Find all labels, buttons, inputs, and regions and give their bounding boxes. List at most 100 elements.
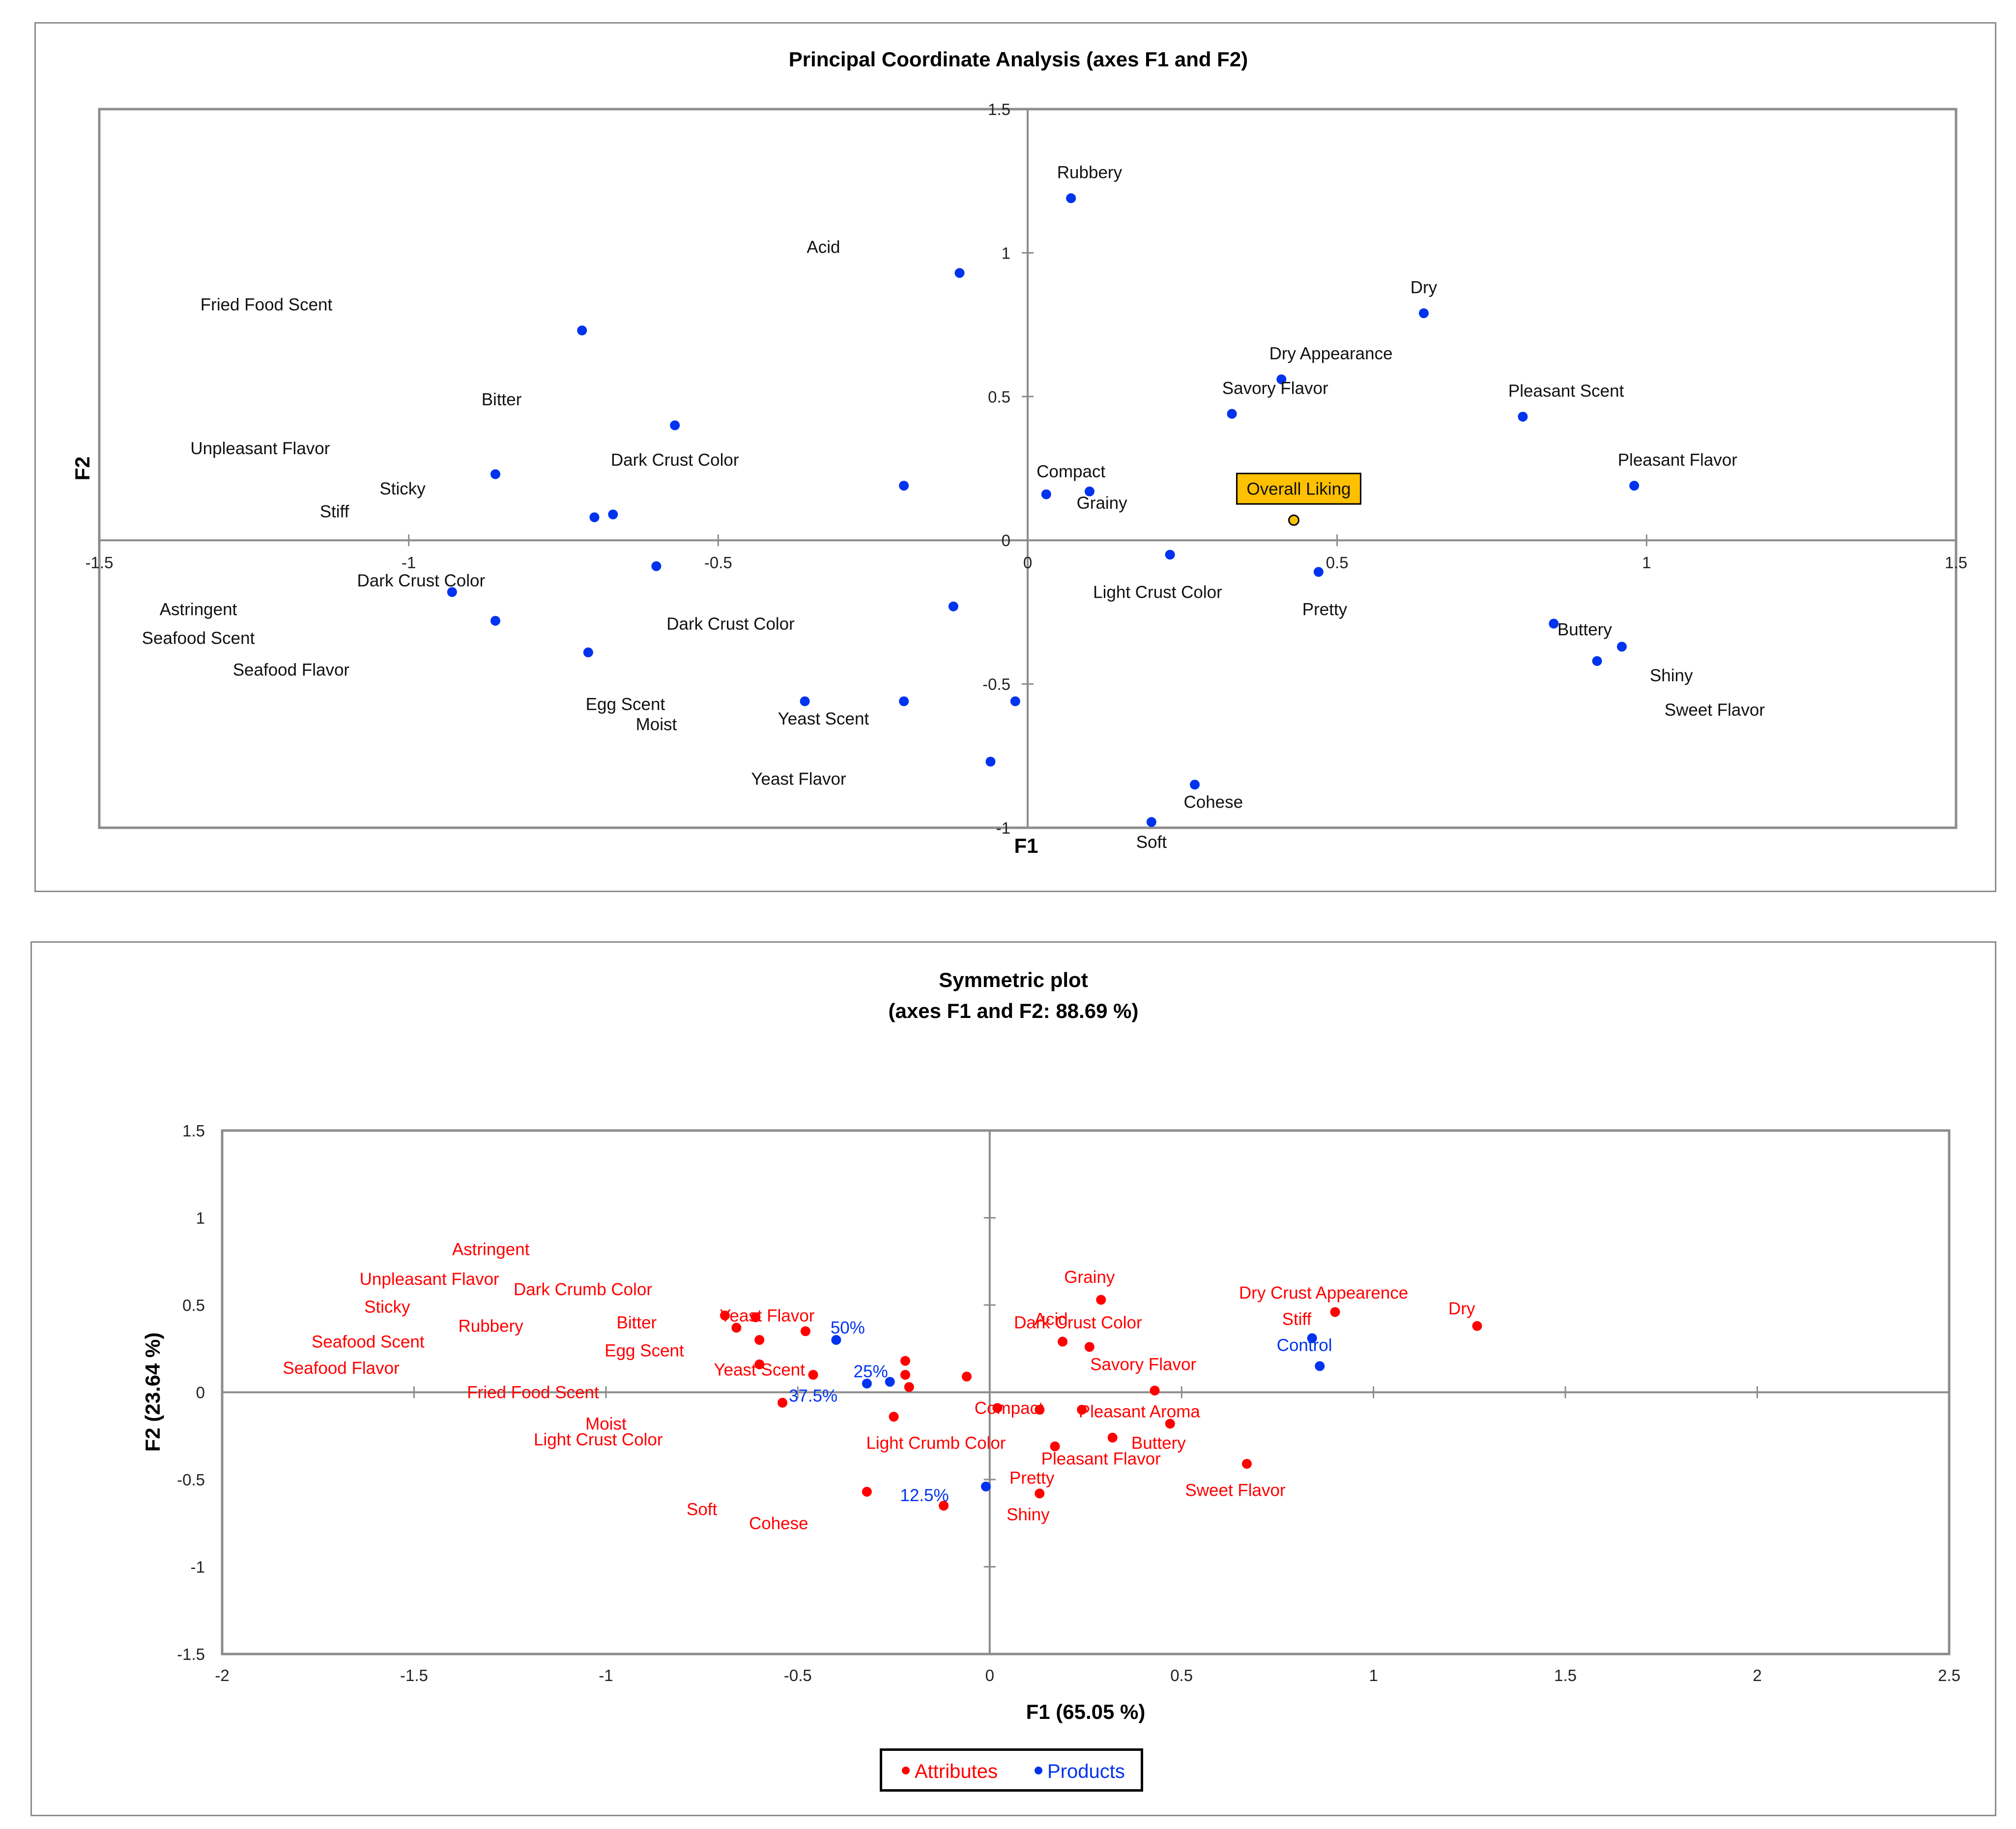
chart1-highlight: Overall Liking <box>1236 472 1362 526</box>
chart2-attribute-point <box>889 1412 899 1422</box>
chart2-attribute-label: Bitter <box>617 1313 657 1333</box>
chart2-y-tick-label: 0 <box>196 1384 205 1402</box>
chart2-x-tick-label: 1 <box>1369 1666 1378 1684</box>
chart1-y-tick-label: 0.5 <box>988 388 1010 406</box>
chart2-attribute-point <box>750 1312 761 1322</box>
chart1-data-point <box>577 325 587 336</box>
chart2-x-tick-label: -1 <box>599 1666 613 1684</box>
chart1-point-label: Pleasant Flavor <box>1618 450 1738 469</box>
chart2-attribute-label: Fried Food Scent <box>467 1383 599 1402</box>
chart1-data-point <box>899 696 909 706</box>
chart1-labels: Rubbery Acid Fried Food Scent Dry Dry Appear… <box>142 163 1765 852</box>
chart2-y-tick-label: -1.5 <box>177 1645 205 1663</box>
legend-products-marker <box>1035 1767 1042 1774</box>
chart1-point-label: Fried Food Scent <box>201 295 333 315</box>
chart1-data-point <box>948 601 958 611</box>
chart2-attribute-label: Shiny <box>1007 1505 1050 1524</box>
chart1-point-label: Sweet Flavor <box>1665 700 1765 720</box>
chart2-product-point <box>862 1378 872 1389</box>
chart1-data-point <box>1010 696 1020 706</box>
chart1-point-label: Buttery <box>1557 620 1612 639</box>
chart1-data-point <box>1313 567 1324 577</box>
chart1-data-point <box>589 512 600 523</box>
chart2-attribute-label: Yeast Flavor <box>720 1306 815 1325</box>
chart2-attribute-label: Dark Crust Color <box>1014 1313 1142 1333</box>
chart2-product-points <box>831 1333 1325 1492</box>
chart1-point-label: Cohese <box>1183 792 1243 812</box>
chart1-axes: -1.5 -1 -0.5 0 0.5 1 1.5 1.5 1 0.5 0 -0.5 -1 <box>86 100 1967 837</box>
chart2-y-tick-label: 1 <box>196 1209 205 1227</box>
overall-liking-callout-label: Overall Liking <box>1246 479 1351 498</box>
chart1-point-label: Egg Scent <box>586 695 665 714</box>
chart2-attribute-point <box>1241 1459 1252 1469</box>
chart2-attribute-label: Compact <box>975 1398 1043 1418</box>
overall-liking-point <box>1288 514 1300 526</box>
chart2-attribute-point <box>1107 1432 1118 1443</box>
chart2-attribute-points <box>720 1295 1482 1511</box>
chart1-data-point <box>1518 411 1528 422</box>
chart2-y-tick-label: 1.5 <box>182 1122 205 1140</box>
chart1-data-point <box>1616 641 1627 652</box>
chart2-y-tick-label: 0.5 <box>182 1296 205 1314</box>
chart2-attribute-label: Dry Crust Appearence <box>1239 1283 1408 1303</box>
chart1-y-axis-label: F2 <box>71 456 94 480</box>
chart2-attribute-point <box>900 1370 910 1380</box>
chart2-attribute-point <box>904 1382 914 1392</box>
chart1-data-point <box>1549 618 1559 629</box>
chart1-point-label: Seafood Flavor <box>233 660 350 679</box>
chart1-x-tick-label: 1.5 <box>1945 553 1967 572</box>
overall-liking-callout-box <box>1236 472 1362 505</box>
chart2-subtitle: (axes F1 and F2: 88.69 %) <box>889 999 1139 1022</box>
chart1-data-point <box>985 756 996 767</box>
chart2-product-point <box>980 1481 991 1492</box>
chart1-data-point <box>1592 656 1602 666</box>
chart2-attribute-label: Seafood Scent <box>312 1333 425 1352</box>
chart1-data-point <box>583 647 593 658</box>
chart1-data-point <box>899 481 909 491</box>
chart2-attribute-point <box>1330 1307 1340 1317</box>
chart1-x-axis-label: F1 <box>1014 834 1038 857</box>
chart1-data-point <box>1165 550 1175 560</box>
chart1-point-label: Dry Appearance <box>1269 344 1393 363</box>
chart2-y-axis-label: F2 (23.64 %) <box>141 1333 164 1452</box>
chart2-attribute-point <box>961 1371 972 1382</box>
chart1-data-point <box>1418 308 1429 319</box>
chart1-data-point <box>1276 374 1287 384</box>
chart1-point-label: Shiny <box>1650 666 1693 685</box>
chart2-attribute-point <box>900 1356 910 1366</box>
chart1-point-label: Dark Crust Color <box>666 614 795 634</box>
chart2-y-tick-label: -1 <box>191 1558 205 1576</box>
chart1-data-point <box>670 420 680 431</box>
chart1-point-label: Sticky <box>379 479 426 498</box>
chart2-product-label: 25% <box>854 1362 888 1381</box>
chart1-point-label: Acid <box>806 238 840 257</box>
legend-attributes-marker <box>902 1767 910 1774</box>
chart2-attribute-label: Pleasant Aroma <box>1079 1402 1201 1422</box>
chart1-y-tick-label: -1 <box>996 819 1010 837</box>
chart2-attribute-point <box>1035 1405 1045 1415</box>
chart1-x-tick-label: -1 <box>402 553 416 572</box>
chart2-attribute-point <box>1077 1405 1087 1415</box>
chart2-attribute-label: Grainy <box>1064 1268 1115 1287</box>
chart2-attribute-point <box>808 1370 818 1380</box>
chart2-product-point <box>885 1377 895 1387</box>
chart2-attribute-label: Light Crumb Color <box>866 1433 1006 1452</box>
chart1-data-point <box>1041 489 1051 499</box>
chart1-x-tick-label: 0 <box>1023 553 1032 572</box>
chart2-x-tick-label: 1.5 <box>1554 1666 1577 1684</box>
chart1-point-label: Unpleasant Flavor <box>190 439 330 458</box>
chart2-attribute-label: Pleasant Flavor <box>1041 1449 1161 1468</box>
pcoa-chart-panel <box>34 22 1996 892</box>
chart2-x-tick-label: 0 <box>985 1666 994 1684</box>
chart2-attribute-point <box>1050 1441 1060 1452</box>
chart2-attribute-point <box>731 1323 742 1333</box>
chart2-attribute-point <box>800 1326 810 1336</box>
legend-products-label: Products <box>1047 1761 1125 1782</box>
chart1-data-point <box>1190 780 1200 790</box>
chart1-point-label: Light Crust Color <box>1093 582 1222 602</box>
chart1-point-label: Pretty <box>1302 600 1348 619</box>
chart2-x-tick-label: -2 <box>215 1666 229 1684</box>
chart2-attribute-label: Unpleasant Flavor <box>360 1270 499 1289</box>
chart2-attribute-point <box>939 1501 949 1511</box>
chart2-legend: Attributes Products <box>880 1748 1143 1792</box>
